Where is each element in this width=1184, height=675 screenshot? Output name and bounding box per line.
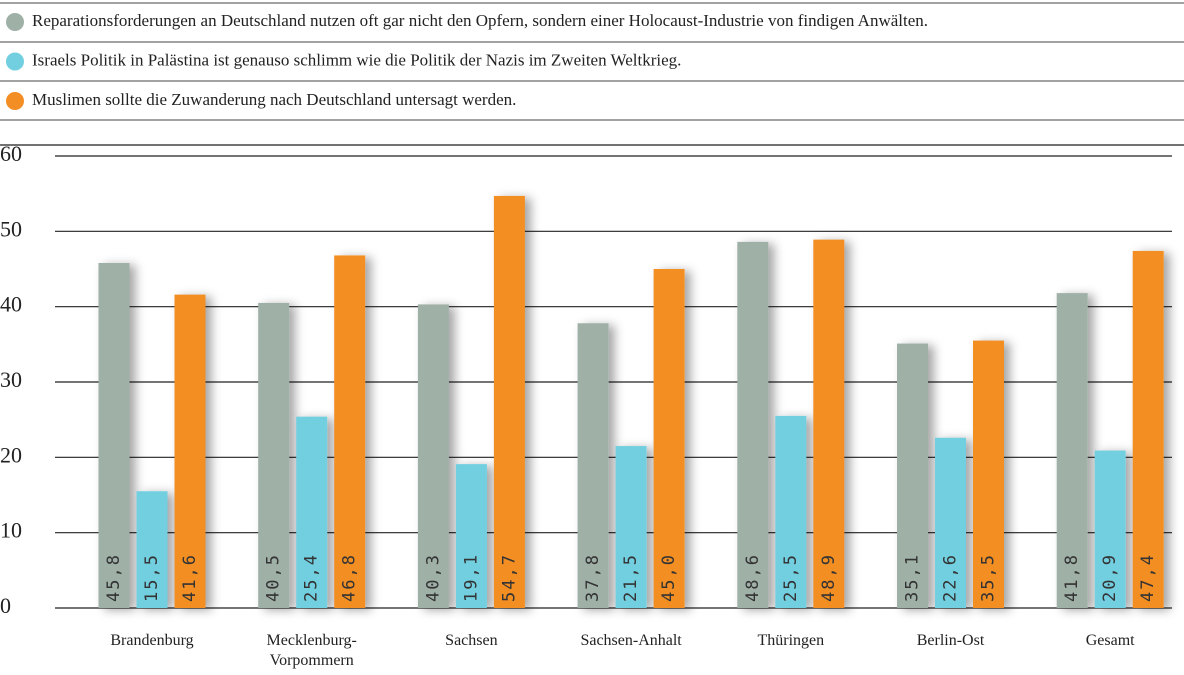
- bar: [1132, 250, 1164, 609]
- bar: [813, 239, 845, 608]
- legend-marker: [6, 52, 24, 71]
- value-label: 19,1: [461, 553, 481, 602]
- value-label: 25,4: [302, 553, 322, 602]
- legend-label: Reparationsforderungen an Deutschland nu…: [32, 11, 928, 30]
- value-label: 37,8: [583, 553, 603, 602]
- bar: [973, 340, 1004, 608]
- value-label: 15,5: [142, 553, 162, 602]
- legend-marker: [6, 13, 24, 31]
- bar: [258, 302, 290, 608]
- legend-label: Muslimen sollte die Zuwanderung nach Deu…: [32, 90, 516, 109]
- bar: [98, 262, 130, 608]
- x-tick-label: Brandenburg: [110, 632, 194, 649]
- value-label: 46,8: [340, 553, 360, 602]
- value-label: 48,9: [819, 553, 839, 602]
- value-label: 45,8: [104, 553, 124, 602]
- y-tick-label: 20: [0, 442, 22, 467]
- legend-label: Israels Politik in Palästina ist genauso…: [32, 50, 681, 69]
- value-label: 45,0: [659, 553, 679, 602]
- value-label: 25,5: [781, 553, 801, 602]
- bar: [493, 195, 525, 608]
- value-label: 41,8: [1062, 553, 1082, 602]
- y-tick-label: 0: [0, 593, 11, 618]
- bar: [334, 255, 366, 608]
- bar: [577, 323, 609, 608]
- y-tick-label: 60: [0, 141, 22, 166]
- value-label: 40,5: [264, 553, 284, 602]
- x-tick-label: Sachsen: [445, 632, 498, 649]
- bar: [737, 241, 769, 608]
- bar: [417, 304, 449, 608]
- bar: [897, 343, 928, 608]
- bar: [1056, 293, 1088, 608]
- legend-marker: [6, 92, 24, 110]
- value-label: 54,7: [499, 553, 519, 602]
- bar: [174, 294, 206, 608]
- value-label: 47,4: [1138, 553, 1158, 602]
- x-tick-label: Thüringen: [757, 632, 825, 649]
- bar: [615, 446, 647, 608]
- y-tick-label: 30: [0, 367, 22, 392]
- bar: [136, 491, 168, 608]
- x-tick-label: Berlin-Ost: [916, 632, 985, 649]
- bar: [296, 416, 328, 608]
- value-label: 41,6: [180, 553, 200, 602]
- value-label: 35,5: [979, 553, 999, 602]
- bar: [653, 269, 685, 608]
- bar: [775, 415, 807, 608]
- bar: [935, 437, 966, 608]
- x-tick-label: Gesamt: [1085, 632, 1135, 649]
- value-label: 40,3: [423, 553, 443, 602]
- y-tick-label: 40: [0, 292, 22, 317]
- y-tick-label: 50: [0, 216, 22, 241]
- value-label: 35,1: [903, 553, 923, 602]
- x-tick-label: Sachsen-Anhalt: [580, 632, 682, 649]
- bar: [455, 464, 487, 608]
- value-label: 21,5: [621, 553, 641, 602]
- bar: [1094, 450, 1126, 608]
- x-tick-label: Mecklenburg-Vorpommern: [266, 632, 357, 669]
- value-label: 20,9: [1100, 553, 1120, 602]
- value-label: 22,6: [941, 553, 961, 602]
- y-tick-label: 10: [0, 518, 22, 543]
- value-label: 48,6: [743, 553, 763, 602]
